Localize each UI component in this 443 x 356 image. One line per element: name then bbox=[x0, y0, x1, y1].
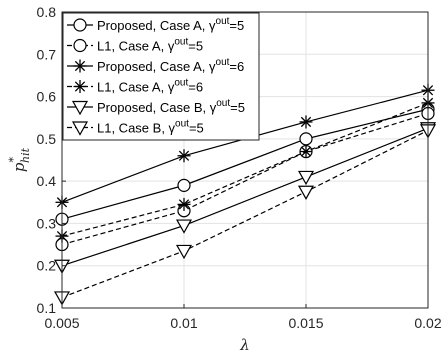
series-6 bbox=[53, 124, 437, 306]
series-line bbox=[61, 129, 429, 298]
y-tick-label: 0.3 bbox=[37, 215, 57, 231]
legend-box bbox=[62, 12, 260, 141]
legend-marker bbox=[71, 121, 89, 136]
plot-frame bbox=[61, 11, 429, 309]
legend-marker bbox=[73, 80, 87, 93]
legend-label: L1, Case A, γout=5 bbox=[97, 37, 203, 54]
data-point bbox=[299, 132, 313, 146]
data-point bbox=[177, 178, 191, 192]
data-point bbox=[177, 197, 191, 211]
series-line bbox=[61, 102, 429, 237]
x-tick-label: 0.015 bbox=[288, 315, 323, 331]
data-point bbox=[175, 244, 193, 260]
legend-label: L1, Case B, γout=5 bbox=[97, 119, 204, 136]
legend-item: Proposed, Case A, γout=5 bbox=[67, 16, 244, 33]
data-point bbox=[299, 145, 313, 159]
x-axis-label: λ bbox=[239, 336, 250, 354]
axis-labels: λ p*hit bbox=[7, 147, 250, 354]
y-tick-label: 0.1 bbox=[37, 300, 57, 316]
series-line bbox=[61, 127, 429, 267]
x-tick-label: 0.02 bbox=[414, 315, 441, 331]
y-tick-label: 0.8 bbox=[37, 4, 57, 20]
legend-label: L1, Case A, γout=6 bbox=[97, 78, 203, 95]
y-tick-label: 0.6 bbox=[37, 89, 57, 105]
data-point bbox=[297, 170, 315, 186]
legend-item: Proposed, Case A, γout=6 bbox=[67, 57, 244, 74]
legend-item: L1, Case A, γout=5 bbox=[67, 37, 203, 54]
y-tick-label: 0.5 bbox=[37, 131, 57, 147]
legend-marker bbox=[73, 59, 87, 73]
y-tick-label: 0.4 bbox=[37, 173, 57, 189]
data-point bbox=[177, 149, 191, 163]
legend-item: L1, Case A, γout=6 bbox=[67, 78, 203, 95]
y-axis-label: p*hit bbox=[7, 147, 32, 172]
y-tick-label: 0.2 bbox=[37, 258, 57, 274]
ticks: 0.005 0.01 0.015 0.02 0.1 0.2 0.3 0.4 0.5 0.6 0.7 0… bbox=[37, 4, 442, 331]
data-point bbox=[175, 219, 193, 234]
legend-label: Proposed, Case A, γout=6 bbox=[97, 57, 244, 74]
series-line bbox=[61, 112, 429, 246]
legend-marker bbox=[73, 38, 87, 53]
series-5 bbox=[53, 122, 437, 274]
legend: Proposed, Case A, γout=5 L1, Case A, γout… bbox=[62, 12, 260, 141]
legend-label: Proposed, Case B, γout=5 bbox=[97, 98, 245, 115]
y-tick-label: 0.7 bbox=[37, 46, 57, 62]
series-line bbox=[61, 108, 429, 220]
data-point bbox=[299, 115, 313, 129]
x-tick-label: 0.005 bbox=[44, 315, 79, 331]
legend-label: Proposed, Case A, γout=5 bbox=[97, 16, 244, 33]
legend-item: L1, Case B, γout=5 bbox=[67, 119, 204, 136]
legend-marker bbox=[71, 100, 89, 116]
legend-marker bbox=[73, 18, 87, 32]
x-tick-label: 0.01 bbox=[170, 315, 197, 331]
data-point bbox=[297, 185, 315, 200]
legend-item: Proposed, Case B, γout=5 bbox=[67, 98, 245, 116]
